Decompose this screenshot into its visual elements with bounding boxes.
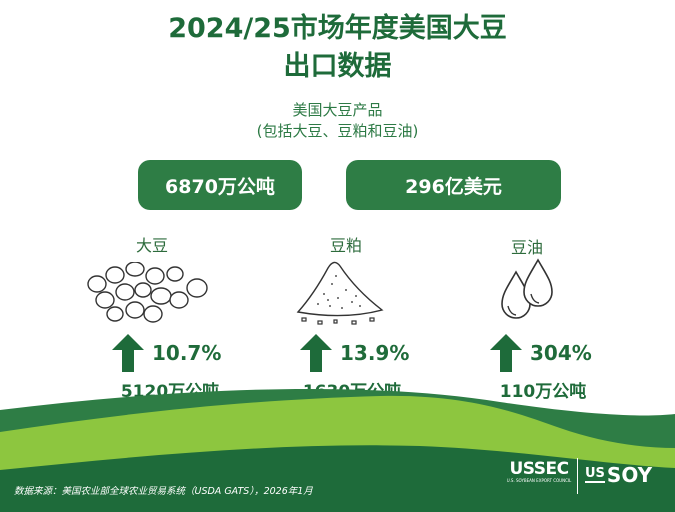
total-volume-badge: 6870万公吨: [138, 160, 302, 210]
arrow-up-icon: [112, 334, 144, 372]
ussec-logo: USSEC U.S. SOYBEAN EXPORT COUNCIL: [503, 460, 575, 484]
ussec-logo-text: USSEC: [509, 459, 569, 479]
amount-oil: 110万公吨: [499, 382, 587, 402]
ussoy-logo-us: US: [585, 466, 605, 483]
logo-divider: [577, 458, 578, 494]
footer-wave: [0, 388, 675, 512]
oil-drops-icon: [501, 258, 553, 319]
total-value-badge: 296亿美元: [346, 160, 561, 210]
growth-value-soybeans: 10.7%: [152, 341, 222, 365]
product-name-soybeans: 大豆: [135, 236, 168, 255]
subtitle-line2: (包括大豆、豆粕和豆油): [256, 122, 419, 140]
growth-soybeans: 10.7%: [112, 334, 221, 372]
page-title-line2: 出口数据: [283, 51, 392, 82]
growth-meal: 13.9%: [300, 334, 409, 372]
growth-oil: 304%: [490, 334, 592, 372]
arrow-up-icon: [300, 334, 332, 372]
data-source-note: 数据来源：美国农业部全球农业贸易系统（USDA GATS），2026年1月: [14, 486, 313, 497]
soybean-meal-pile-icon: [296, 261, 384, 325]
ussec-logo-tagline: U.S. SOYBEAN EXPORT COUNCIL: [506, 478, 572, 483]
arrow-up-icon: [490, 334, 522, 372]
product-name-oil: 豆油: [510, 238, 543, 257]
ussoy-logo: US SOY: [585, 462, 652, 488]
growth-value-meal: 13.9%: [340, 341, 410, 365]
soybeans-icon: [87, 262, 208, 323]
product-name-meal: 豆粕: [329, 236, 362, 255]
ussoy-logo-soy: SOY: [606, 463, 653, 487]
subtitle-line1: 美国大豆产品: [292, 101, 383, 119]
page-title-line1: 2024/25市场年度美国大豆: [168, 13, 507, 44]
growth-value-oil: 304%: [530, 341, 592, 365]
